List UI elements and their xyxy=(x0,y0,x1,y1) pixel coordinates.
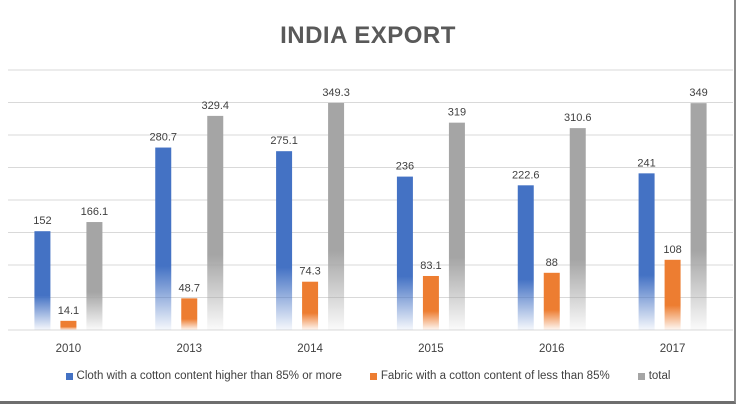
bar-2013-series-2 xyxy=(207,115,224,330)
x-tick-label: 2010 xyxy=(56,343,82,355)
bar-2016-series-2 xyxy=(569,128,586,330)
data-label: 349.3 xyxy=(322,87,350,99)
data-label: 88 xyxy=(546,257,558,269)
bar-2013-series-0 xyxy=(155,147,172,330)
data-label: 319 xyxy=(448,107,466,119)
x-tick-label: 2017 xyxy=(660,343,686,355)
data-label: 275.1 xyxy=(270,135,298,147)
bar-2017-series-1 xyxy=(664,259,681,330)
data-label: 108 xyxy=(663,244,681,256)
bar-2014-series-0 xyxy=(276,151,293,330)
bar-2016-series-1 xyxy=(543,272,560,330)
chart-legend: Cloth with a cotton content higher than … xyxy=(0,370,736,382)
data-label: 310.6 xyxy=(564,112,592,124)
legend-swatch xyxy=(65,372,73,380)
data-label: 14.1 xyxy=(58,305,79,317)
x-tick-label: 2014 xyxy=(297,343,323,355)
data-label: 83.1 xyxy=(420,260,441,272)
bar-2017-series-2 xyxy=(690,103,707,331)
data-label: 236 xyxy=(396,161,414,173)
bar-2015-series-1 xyxy=(422,275,439,330)
bar-2014-series-1 xyxy=(302,281,319,330)
legend-swatch xyxy=(369,372,377,380)
legend-swatch xyxy=(637,372,645,380)
legend-label: total xyxy=(648,370,671,382)
data-label: 349 xyxy=(689,87,707,99)
data-label: 280.7 xyxy=(149,132,177,144)
legend-label: Cloth with a cotton content higher than … xyxy=(76,370,342,382)
data-label: 329.4 xyxy=(201,100,229,112)
legend-label: Fabric with a cotton content of less tha… xyxy=(380,370,610,382)
legend-item: Cloth with a cotton content higher than … xyxy=(65,370,342,382)
legend-item: total xyxy=(637,370,671,382)
legend-item: Fabric with a cotton content of less tha… xyxy=(369,370,610,382)
bar-2010-series-1 xyxy=(60,320,77,330)
bar-2016-series-0 xyxy=(517,185,534,330)
bar-2013-series-1 xyxy=(181,298,198,330)
data-label: 74.3 xyxy=(299,266,320,278)
data-label: 166.1 xyxy=(81,206,109,218)
bar-2010-series-0 xyxy=(34,231,51,330)
bar-2014-series-2 xyxy=(328,102,345,330)
x-tick-label: 2013 xyxy=(176,343,202,355)
bar-2015-series-0 xyxy=(396,176,413,330)
data-label: 222.6 xyxy=(512,169,540,181)
bar-2015-series-2 xyxy=(448,122,465,331)
data-label: 152 xyxy=(33,215,51,227)
x-tick-label: 2016 xyxy=(539,343,565,355)
bar-2017-series-0 xyxy=(638,173,655,330)
data-label: 48.7 xyxy=(179,282,200,294)
chart-title: INDIA EXPORT xyxy=(280,22,456,49)
bar-2010-series-2 xyxy=(86,222,103,330)
x-tick-label: 2015 xyxy=(418,343,444,355)
data-label: 241 xyxy=(637,157,655,169)
